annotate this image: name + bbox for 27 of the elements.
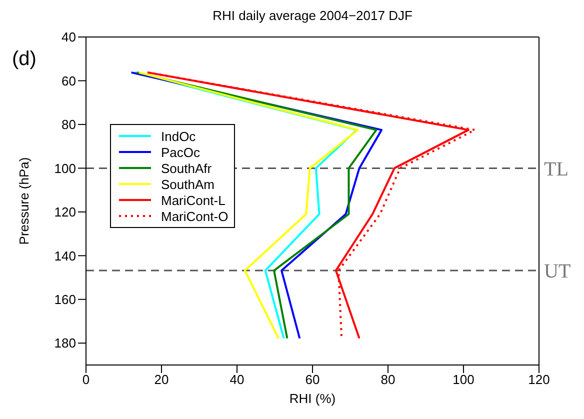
x-tick-label: 0 [82,372,90,388]
y-tick-label: 80 [62,117,76,132]
y-tick-label: 160 [54,292,76,308]
legend-label: SouthAfr [161,160,212,176]
y-tick-label: 140 [54,248,76,264]
x-tick-label: 80 [380,372,396,388]
legend-label: IndOc [161,128,196,144]
y-tick-label: 120 [54,204,76,220]
x-tick-label: 40 [230,372,244,388]
text: (d) [12,48,36,71]
x-tick-label: 100 [452,372,474,388]
chart-title: RHI daily average 2004−2017 DJF [212,8,414,23]
y-axis-title: Pressure (hPa) [16,157,32,245]
legend-label: SouthAm [161,176,214,192]
ref-line-label: UT [544,260,571,283]
x-axis-title: RHI (%) [289,391,336,406]
x-tick-label: 20 [154,372,169,388]
y-tick-label: 100 [54,160,76,176]
x-tick-label: 60 [305,372,320,388]
legend-label: PacOc [161,144,200,160]
x-tick-label: 120 [528,372,550,388]
ref-line-label: TL [544,158,568,180]
legend-label: MariCont-L [161,192,226,208]
y-tick-label: 60 [62,73,76,88]
y-tick-label: 180 [54,336,76,351]
y-tick-label: 40 [62,30,76,45]
legend-label: MariCont-O [161,208,228,224]
